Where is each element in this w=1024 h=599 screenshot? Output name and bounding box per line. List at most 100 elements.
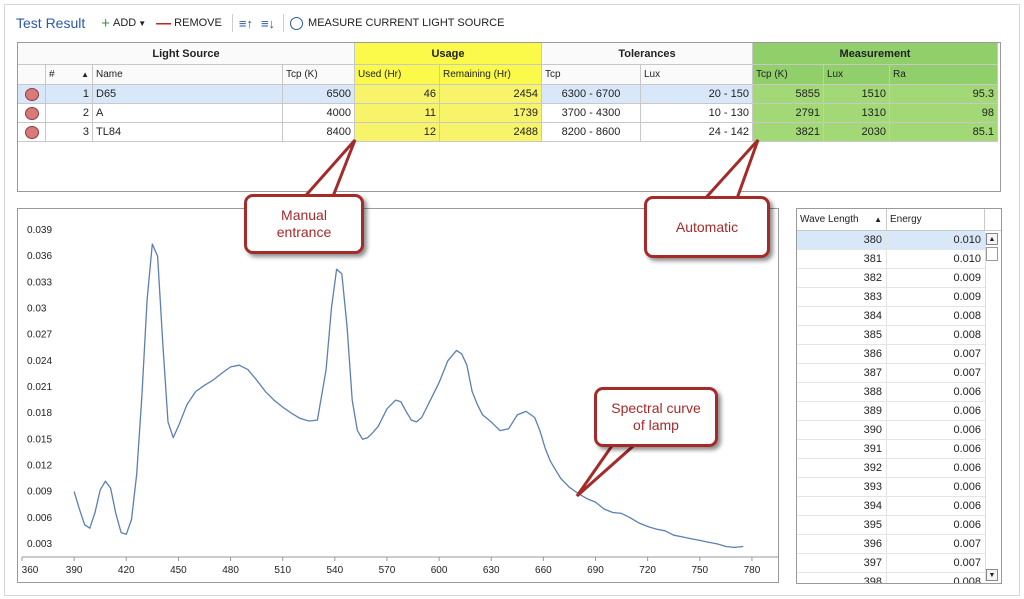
cell-m-lux[interactable]: 2030 <box>824 123 890 142</box>
list-item[interactable]: 396 0.007 <box>797 535 985 554</box>
col-energy[interactable]: Energy <box>887 209 985 230</box>
spectral-chart-svg: 0.003 0.006 0.009 0.012 0.015 0.018 0.021 0.024… <box>21 225 778 576</box>
remove-label: REMOVE <box>174 17 222 29</box>
y-tick-label: 0.015 <box>27 434 52 445</box>
list-item[interactable]: 388 0.006 <box>797 383 985 402</box>
cell-remaining[interactable]: 2488 <box>440 123 542 142</box>
cell-m-lux[interactable]: 1510 <box>824 85 890 104</box>
cell-remaining[interactable]: 2454 <box>440 85 542 104</box>
col-m-ra[interactable]: Ra <box>890 65 998 85</box>
cell-name[interactable]: D65 <box>93 85 283 104</box>
list-item[interactable]: 395 0.006 <box>797 516 985 535</box>
scroll-down-icon[interactable]: ▼ <box>986 569 998 581</box>
col-status[interactable] <box>18 65 46 85</box>
status-dot-icon <box>24 106 39 120</box>
table-row[interactable]: 3 TL84 8400 12 2488 8200 - 8600 24 - 142 3821 20… <box>18 123 1000 142</box>
add-button[interactable]: + ADD ▼ <box>101 16 146 31</box>
list-item[interactable]: 380 0.010 <box>797 231 985 250</box>
list-item[interactable]: 392 0.006 <box>797 459 985 478</box>
list-item[interactable]: 383 0.009 <box>797 288 985 307</box>
list-item[interactable]: 393 0.006 <box>797 478 985 497</box>
cell-tcp[interactable]: 4000 <box>283 104 355 123</box>
cell-remaining[interactable]: 1739 <box>440 104 542 123</box>
cell-tol-tcp[interactable]: 3700 - 4300 <box>542 104 641 123</box>
list-item[interactable]: 389 0.006 <box>797 402 985 421</box>
cell-tcp[interactable]: 8400 <box>283 123 355 142</box>
scroll-up-icon[interactable]: ▲ <box>986 233 998 245</box>
list-item[interactable]: 386 0.007 <box>797 345 985 364</box>
cell-name[interactable]: A <box>93 104 283 123</box>
status-cell[interactable] <box>18 85 46 104</box>
col-tcp[interactable]: Tcp (K) <box>283 65 355 85</box>
chevron-down-icon: ▼ <box>138 18 147 28</box>
scrollbar[interactable]: ▲ ▼ <box>985 233 998 581</box>
list-item[interactable]: 381 0.010 <box>797 250 985 269</box>
remove-button[interactable]: — REMOVE <box>156 16 222 31</box>
list-item[interactable]: 387 0.007 <box>797 364 985 383</box>
cell-tol-tcp[interactable]: 8200 - 8600 <box>542 123 641 142</box>
cell-used[interactable]: 46 <box>355 85 440 104</box>
energy-value: 0.010 <box>953 253 981 265</box>
col-tol-tcp[interactable]: Tcp <box>542 65 641 85</box>
cell-m-tcp[interactable]: 5855 <box>753 85 824 104</box>
cell-m-ra[interactable]: 85.1 <box>890 123 998 142</box>
table-row[interactable]: 2 A 4000 11 1739 3700 - 4300 10 - 130 2791 1310 9… <box>18 104 1000 123</box>
list-item[interactable]: 384 0.008 <box>797 307 985 326</box>
cell-m-ra[interactable]: 95.3 <box>890 85 998 104</box>
table-row[interactable]: 1 D65 6500 46 2454 6300 - 6700 20 - 150 5855 151… <box>18 85 1000 104</box>
col-num[interactable]: # ▲ <box>46 65 93 85</box>
cell-m-lux[interactable]: 1310 <box>824 104 890 123</box>
sort-ascending-icon[interactable]: ≡↑ <box>238 15 253 31</box>
x-tick-label: 480 <box>222 565 239 576</box>
toolbar: Test Result + ADD ▼ — REMOVE ≡↑ ≡↓ MEASU… <box>16 12 514 34</box>
sort-descending-icon[interactable]: ≡↓ <box>260 15 276 31</box>
wavelength-value: 392 <box>797 459 887 477</box>
col-remaining[interactable]: Remaining (Hr) <box>440 65 542 85</box>
cell-m-ra[interactable]: 98 <box>890 104 998 123</box>
col-tol-lux[interactable]: Lux <box>641 65 753 85</box>
x-tick-label: 720 <box>639 565 656 576</box>
cell-num[interactable]: 2 <box>46 104 93 123</box>
minus-icon: — <box>156 14 172 32</box>
spectral-series-line <box>73 243 744 549</box>
wavelength-value: 391 <box>797 440 887 458</box>
cell-num[interactable]: 1 <box>46 85 93 104</box>
list-item[interactable]: 394 0.006 <box>797 497 985 516</box>
cell-num[interactable]: 3 <box>46 123 93 142</box>
cell-tol-lux[interactable]: 24 - 142 <box>641 123 753 142</box>
status-cell[interactable] <box>18 123 46 142</box>
cell-used[interactable]: 11 <box>355 104 440 123</box>
col-name[interactable]: Name <box>93 65 283 85</box>
wavelength-value: 393 <box>797 478 887 496</box>
list-item[interactable]: 397 0.007 <box>797 554 985 573</box>
cell-tcp[interactable]: 6500 <box>283 85 355 104</box>
x-tick-label: 450 <box>170 565 187 576</box>
col-wavelength[interactable]: Wave Length ▲ <box>797 209 887 230</box>
measure-current-light-source-button[interactable]: MEASURE CURRENT LIGHT SOURCE <box>290 16 504 30</box>
y-tick-label: 0.012 <box>27 460 52 471</box>
wavelength-rows: 380 0.010 381 0.010 382 0.009 383 0.009 384 0.008… <box>797 231 985 583</box>
cell-used[interactable]: 12 <box>355 123 440 142</box>
cell-m-tcp[interactable]: 3821 <box>753 123 824 142</box>
list-item[interactable]: 382 0.009 <box>797 269 985 288</box>
col-used[interactable]: Used (Hr) <box>355 65 440 85</box>
x-tick-label: 780 <box>744 565 761 576</box>
list-item[interactable]: 385 0.008 <box>797 326 985 345</box>
col-m-tcp[interactable]: Tcp (K) <box>753 65 824 85</box>
cell-name[interactable]: TL84 <box>93 123 283 142</box>
list-item[interactable]: 390 0.006 <box>797 421 985 440</box>
energy-value: 0.009 <box>953 272 981 284</box>
status-cell[interactable] <box>18 104 46 123</box>
col-m-lux[interactable]: Lux <box>824 65 890 85</box>
cell-m-tcp[interactable]: 2791 <box>753 104 824 123</box>
scroll-thumb[interactable] <box>986 247 998 261</box>
cell-tol-lux[interactable]: 10 - 130 <box>641 104 753 123</box>
list-item[interactable]: 398 0.008 <box>797 573 985 583</box>
cell-tol-tcp[interactable]: 6300 - 6700 <box>542 85 641 104</box>
cell-tol-lux[interactable]: 20 - 150 <box>641 85 753 104</box>
wavelength-table-header: Wave Length ▲ Energy <box>797 209 1001 231</box>
wavelength-value: 384 <box>797 307 887 325</box>
list-item[interactable]: 391 0.006 <box>797 440 985 459</box>
wavelength-value: 388 <box>797 383 887 401</box>
wavelength-value: 383 <box>797 288 887 306</box>
